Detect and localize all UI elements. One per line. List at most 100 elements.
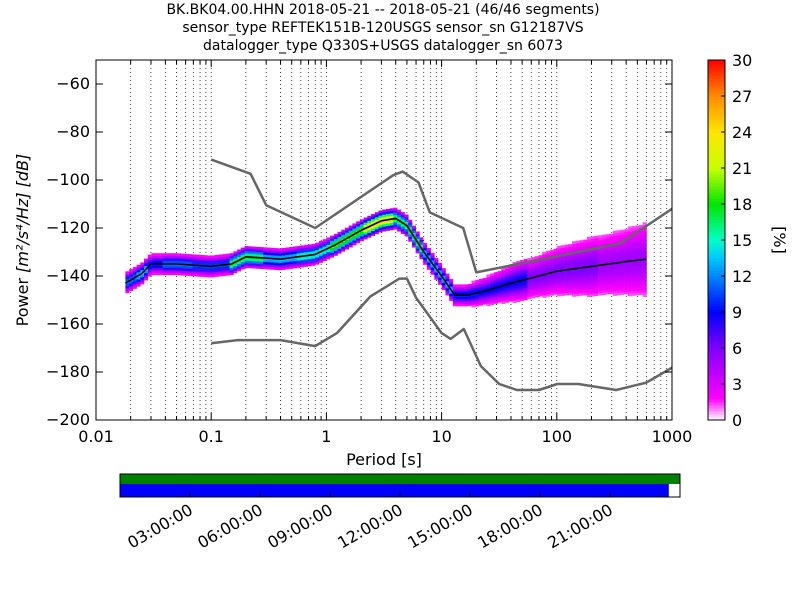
heatmap-cell — [620, 251, 625, 255]
heatmap-cell — [359, 238, 364, 242]
heatmap-cell — [638, 234, 644, 238]
heatmap-cell — [456, 296, 461, 300]
heatmap-cell — [248, 246, 253, 249]
heatmap-cell — [397, 212, 402, 215]
heatmap-cell — [251, 258, 256, 262]
heatmap-cell — [378, 215, 383, 218]
heatmap-cell — [125, 288, 130, 291]
heatmap-cell — [590, 274, 595, 278]
heatmap-cell — [263, 247, 268, 251]
heatmap-cell — [389, 220, 394, 224]
heatmap-cell — [493, 296, 498, 299]
heatmap-cell — [579, 242, 584, 246]
heatmap-cell — [378, 227, 383, 230]
heatmap-cell — [612, 290, 617, 294]
heatmap-cell — [531, 295, 536, 299]
heatmap-cell — [281, 264, 286, 268]
heatmap-cell — [132, 266, 137, 270]
heatmap-cell — [609, 240, 614, 244]
heatmap-cell — [177, 258, 182, 261]
heatmap-cell — [426, 262, 431, 265]
heatmap-cell — [557, 262, 562, 266]
heatmap-cell — [549, 281, 554, 284]
heatmap-cell — [505, 273, 510, 277]
heatmap-cell — [638, 280, 644, 283]
heatmap-cell — [218, 254, 223, 258]
heatmap-cell — [605, 279, 610, 283]
heatmap-cell — [330, 235, 335, 239]
heatmap-cell — [590, 277, 595, 280]
heatmap-cell — [627, 293, 632, 297]
heatmap-cell — [572, 277, 577, 280]
heatmap-cell — [478, 286, 483, 289]
heatmap-cell — [222, 273, 227, 276]
heatmap-cell — [505, 297, 510, 301]
heatmap-cell — [196, 257, 201, 260]
heatmap-cell — [575, 274, 580, 278]
heatmap-cell — [527, 289, 532, 293]
heatmap-cell — [542, 266, 547, 269]
heatmap-cell — [434, 277, 439, 280]
heatmap-cell — [452, 296, 457, 300]
heatmap-cell — [508, 270, 513, 273]
heatmap-cell — [497, 278, 502, 282]
heatmap-cell — [181, 272, 186, 276]
heatmap-cell — [326, 239, 331, 243]
heatmap-cell — [400, 231, 405, 234]
heatmap-cell — [545, 279, 550, 283]
heatmap-cell — [292, 263, 297, 266]
heatmap-cell — [531, 261, 536, 265]
heatmap-cell — [598, 285, 603, 289]
heatmap-cell — [441, 287, 446, 291]
heatmap-cell — [538, 284, 543, 287]
heatmap-cell — [207, 260, 212, 263]
heatmap-cell — [568, 275, 573, 279]
heatmap-cell — [482, 277, 487, 281]
colorbar-segment — [708, 360, 725, 364]
heatmap-cell — [572, 262, 577, 266]
heatmap-cell — [211, 269, 216, 273]
heatmap-cell — [594, 252, 599, 256]
heatmap-cell — [583, 275, 588, 279]
heatmap-cell — [173, 253, 178, 256]
heatmap-cell — [624, 243, 629, 247]
heatmap-cell — [542, 285, 547, 289]
heatmap-cell — [527, 262, 532, 266]
heatmap-cell — [423, 257, 428, 260]
heatmap-cell — [475, 289, 480, 293]
heatmap-cell — [579, 273, 584, 277]
heatmap-cell — [493, 298, 498, 302]
heatmap-cell — [553, 289, 558, 293]
heatmap-cell — [408, 231, 413, 235]
heatmap-cell — [545, 260, 550, 264]
heatmap-cell — [359, 233, 364, 237]
heatmap-cell — [635, 268, 640, 272]
heatmap-cell — [624, 284, 629, 288]
colorbar-segment — [708, 186, 725, 190]
colorbar-segment — [708, 261, 725, 265]
heatmap-cell — [568, 256, 573, 259]
colorbar-segment — [708, 279, 725, 283]
heatmap-cell — [371, 230, 376, 234]
heatmap-cell — [248, 260, 253, 264]
heatmap-cell — [635, 292, 640, 296]
heatmap-cell — [572, 284, 577, 288]
heatmap-cell — [404, 231, 409, 234]
heatmap-cell — [449, 286, 454, 289]
heatmap-cell — [598, 292, 603, 296]
heatmap-cell — [170, 253, 175, 256]
colorbar-tick-label: 27 — [732, 87, 752, 106]
heatmap-cell — [601, 258, 606, 262]
colorbar-segment — [708, 255, 725, 259]
heatmap-cell — [545, 289, 550, 292]
heatmap-cell — [385, 216, 390, 219]
heatmap-cell — [289, 261, 294, 265]
heatmap-cell — [642, 253, 647, 257]
colorbar-tick-label: 9 — [732, 303, 742, 322]
colorbar-segment — [708, 117, 725, 121]
heatmap-cell — [438, 282, 443, 285]
colorbar-segment — [708, 183, 725, 187]
colorbar-segment — [708, 276, 725, 280]
heatmap-cell — [631, 261, 636, 265]
heatmap-cell — [359, 226, 364, 230]
